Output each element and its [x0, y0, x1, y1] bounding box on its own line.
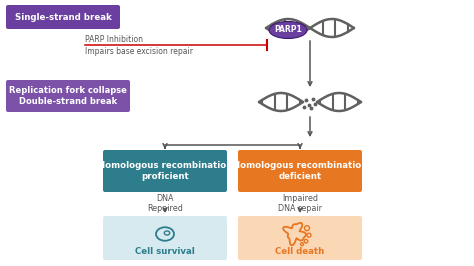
Text: PARP1: PARP1: [274, 26, 302, 35]
FancyBboxPatch shape: [238, 216, 362, 260]
FancyBboxPatch shape: [6, 5, 120, 29]
FancyBboxPatch shape: [6, 80, 130, 112]
FancyBboxPatch shape: [103, 150, 227, 192]
FancyBboxPatch shape: [238, 150, 362, 192]
FancyBboxPatch shape: [103, 216, 227, 260]
Text: Single-strand break: Single-strand break: [15, 13, 111, 22]
Text: PARP Inhibition: PARP Inhibition: [85, 35, 143, 44]
Text: Impaired
DNA repair: Impaired DNA repair: [278, 194, 322, 213]
Text: Homologous recombination
deficient: Homologous recombination deficient: [233, 161, 367, 181]
Text: Impairs base excision repair: Impairs base excision repair: [85, 47, 193, 56]
Ellipse shape: [269, 22, 307, 39]
Text: DNA
Repaired: DNA Repaired: [147, 194, 183, 213]
Text: Replication fork collapse
Double-strand break: Replication fork collapse Double-strand …: [9, 86, 127, 106]
Text: Homologous recombination
proficient: Homologous recombination proficient: [98, 161, 232, 181]
Text: Cell death: Cell death: [275, 247, 325, 256]
Text: Cell survival: Cell survival: [135, 247, 195, 256]
